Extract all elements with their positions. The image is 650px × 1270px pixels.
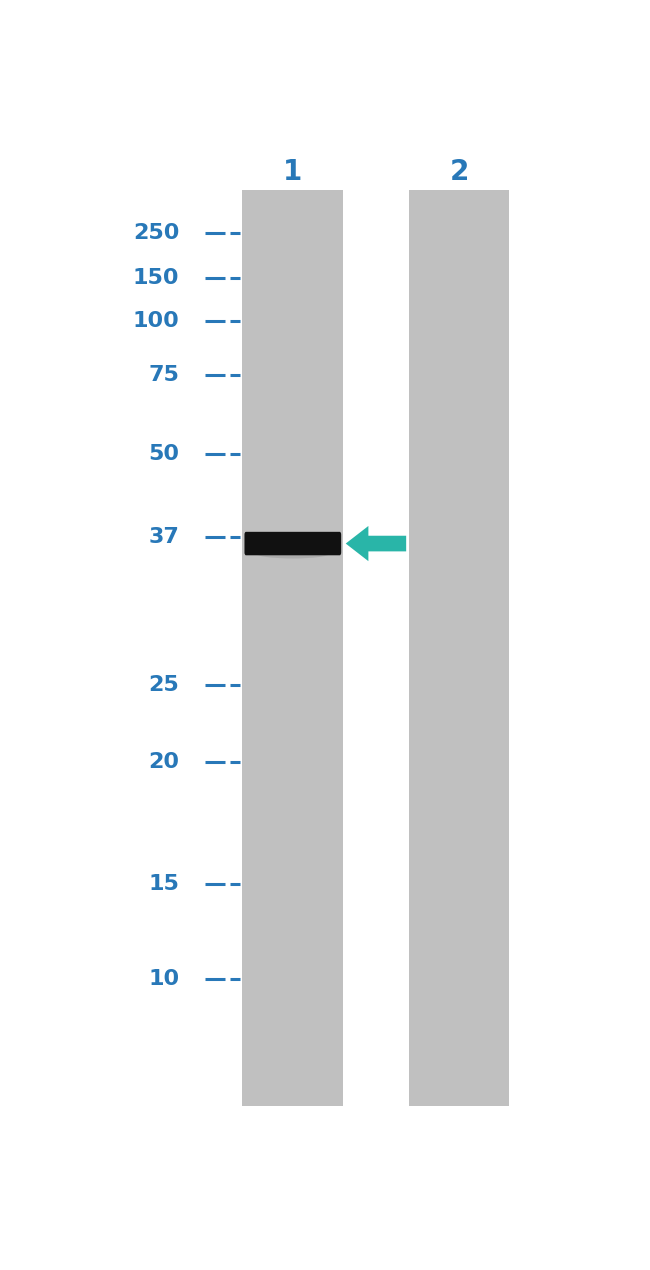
Text: 100: 100 xyxy=(133,311,179,330)
Text: 10: 10 xyxy=(148,969,179,989)
FancyBboxPatch shape xyxy=(244,532,341,555)
Text: 2: 2 xyxy=(449,157,469,185)
Ellipse shape xyxy=(255,547,330,559)
Text: 37: 37 xyxy=(149,527,179,546)
Text: 25: 25 xyxy=(149,676,179,696)
Text: 20: 20 xyxy=(148,752,179,772)
Text: 15: 15 xyxy=(149,874,179,894)
Text: 1: 1 xyxy=(283,157,302,185)
Text: 75: 75 xyxy=(149,366,179,385)
Text: 250: 250 xyxy=(133,222,179,243)
Text: 150: 150 xyxy=(133,268,179,287)
Text: 50: 50 xyxy=(148,443,179,464)
FancyArrow shape xyxy=(346,526,406,561)
Bar xyxy=(242,189,343,1106)
Bar xyxy=(409,189,510,1106)
